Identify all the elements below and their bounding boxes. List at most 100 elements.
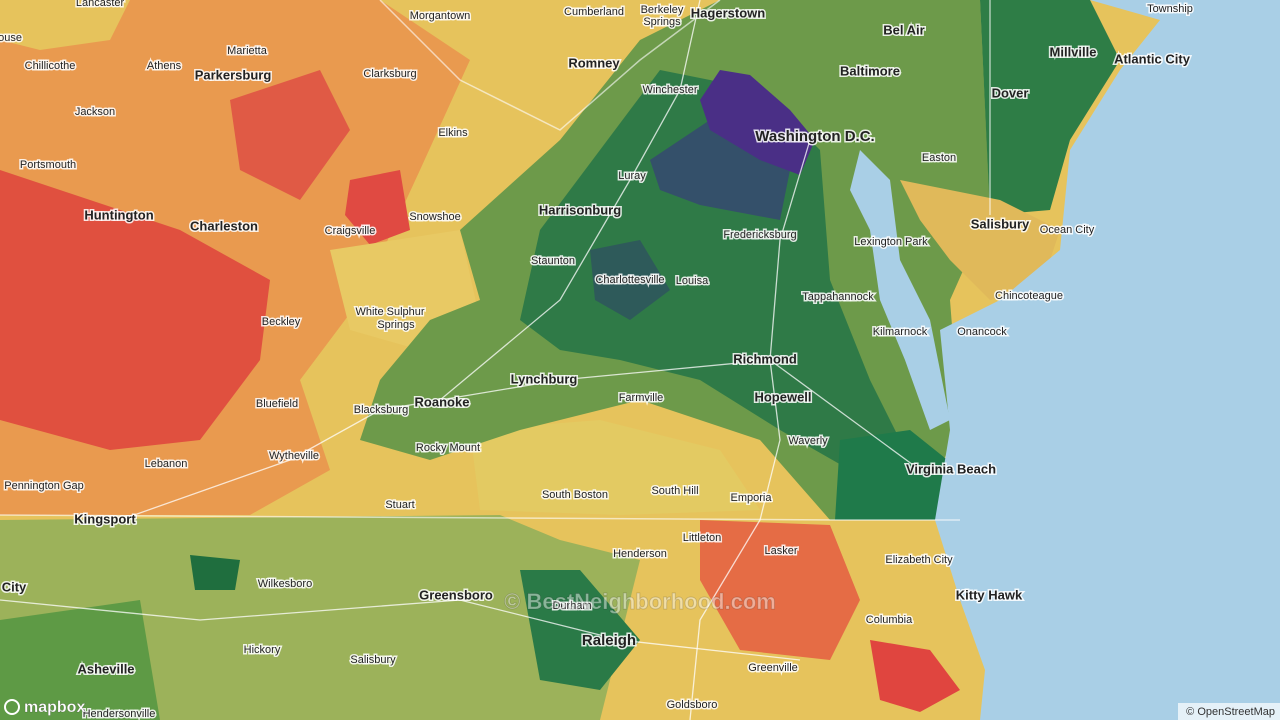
region-yellow [900,180,1060,300]
place-label: Louisa [676,275,709,287]
region-slate [650,120,790,220]
place-label: Waverly [788,435,828,447]
place-label: Jackson [75,106,115,118]
place-label: Huntington [84,207,153,222]
region-red [345,170,410,245]
place-label: Clarksburg [363,68,416,80]
place-label: ouse [0,32,22,44]
state-border [379,0,721,131]
road [119,0,701,521]
road [0,599,801,661]
place-label: Charlottesville [595,274,664,286]
place-label: Chillicothe [25,60,76,72]
place-label: Marietta [227,45,268,57]
place-label: Springs [377,319,415,331]
place-label: Farmville [619,392,664,404]
place-label: Hickory [244,644,281,656]
place-label: Littleton [683,532,722,544]
region-red [870,640,960,712]
place-label: Luray [618,170,646,182]
place-label: Staunton [531,255,575,267]
place-label: Lexington Park [854,236,928,248]
region-red [0,170,270,450]
region-purple [700,70,815,175]
place-label: Greenville [748,662,798,674]
place-label: Onancock [957,326,1007,338]
place-label: Washington D.C. [755,128,874,145]
place-label: Richmond [733,351,797,366]
place-label: Lebanon [145,458,188,470]
place-label: Lancaster [76,0,125,9]
place-label: City [2,579,27,594]
place-label: Berkeley [641,4,684,16]
place-label: Fredericksburg [723,229,796,241]
ocean [935,0,1280,720]
place-label: Township [1147,3,1193,15]
place-label: Greensboro [419,587,493,602]
place-label: Beckley [262,316,301,328]
place-label: Snowshoe [409,211,460,223]
place-label: Elizabeth City [885,554,953,566]
place-label: Chincoteague [995,290,1063,302]
road [689,139,811,720]
place-label: Winchester [642,84,697,96]
place-label: Lynchburg [511,371,578,386]
place-label: Tappahannock [802,291,874,303]
place-label: Salisbury [971,216,1030,231]
place-label: Romney [568,55,620,70]
place-label: South Hill [651,485,698,497]
place-label: Springs [643,16,681,28]
attribution-bg [1178,703,1280,720]
place-label: Virginia Beach [906,461,996,476]
labels: Lancaster ouse Morgantown Cumberland Berkele… [0,0,1194,720]
place-label: Wytheville [269,450,319,462]
logo: mapbox [24,699,85,716]
place-label: Blacksburg [354,404,408,416]
place-label: South Boston [542,489,608,501]
place-label: Baltimore [840,63,900,78]
place-label: Bel Air [883,22,924,37]
place-label: Pennington Gap [4,480,84,492]
place-label: Craigsville [325,225,376,237]
bay [850,150,950,430]
place-label: Salisbury [350,654,396,666]
region-darkgreen [980,0,1120,215]
state-border [0,514,960,521]
place-label: Stuart [385,499,414,511]
place-label: Millville [1050,44,1097,59]
place-label: Dover [992,85,1029,100]
place-label: Hendersonville [83,708,156,720]
place-label: Parkersburg [195,67,272,82]
region-green [0,600,160,720]
place-label: Kitty Hawk [956,587,1023,602]
place-label: Lasker [764,545,797,557]
region-darkgreen [520,70,900,470]
place-label: Bluefield [256,398,298,410]
region-teal [590,240,670,320]
place-label: Hopewell [754,389,811,404]
place-label: Kilmarnock [873,326,928,338]
region-darkgreen [190,555,240,590]
place-label: Elkins [438,127,468,139]
watermark: © BestNeighborhood.com [504,589,776,614]
place-label: Columbia [866,614,913,626]
place-label: Portsmouth [20,159,76,171]
place-label: White Sulphur [355,306,424,318]
place-label: Rocky Mount [416,442,480,454]
place-label: Durham [552,600,591,612]
logo-icon [4,699,20,715]
road [439,359,921,471]
place-label: Easton [922,152,956,164]
attribution[interactable]: © OpenStreetMap [1186,706,1275,718]
place-label: Kingsport [74,511,136,526]
region-olive [0,515,640,720]
place-label: Harrisonburg [539,202,621,217]
place-label: Wilkesboro [258,578,312,590]
place-label: Goldsboro [667,699,718,711]
place-label: Henderson [613,548,667,560]
place-label: Hagerstown [691,5,765,20]
region-yellow [470,420,760,515]
place-label: Atlantic City [1114,51,1191,66]
place-label: Athens [147,60,182,72]
region-yellow [0,0,130,50]
